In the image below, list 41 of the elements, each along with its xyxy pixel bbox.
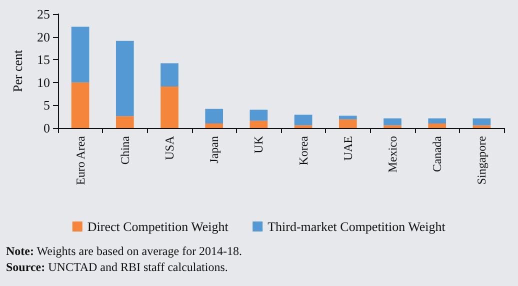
bar <box>250 120 268 128</box>
x-tick-label: Mexico <box>386 136 400 173</box>
bar <box>384 125 402 128</box>
bar <box>116 40 134 116</box>
text: Note: Weights are based on average for 2014-18. <box>6 243 242 259</box>
y-tick-label: 25 <box>37 6 50 22</box>
bar <box>294 114 312 126</box>
bar <box>472 125 491 128</box>
bar <box>338 116 357 120</box>
bar <box>428 123 446 128</box>
bar <box>384 118 402 126</box>
bar <box>71 82 90 128</box>
x-tick-label: Korea <box>296 135 310 166</box>
y-tick-label: 5 <box>44 98 50 113</box>
x-tick-label: Euro Area <box>73 135 88 185</box>
x-tick-label: UAE <box>340 136 355 161</box>
bar <box>205 108 224 124</box>
x-tick-label: UK <box>252 136 266 154</box>
y-tick-label: 20 <box>37 29 50 44</box>
bar <box>160 86 178 128</box>
legend-label: Direct Competition Weight <box>87 219 229 234</box>
bar <box>71 26 90 82</box>
x-tick-label: Japan <box>207 136 222 164</box>
source-note: Source: UNCTAD and RBI staff calculations. <box>6 259 229 275</box>
y-axis-title: Per cent <box>10 50 25 92</box>
bar <box>338 119 357 128</box>
y-tick-label: 15 <box>37 52 50 68</box>
y-tick-label: 0 <box>44 120 50 136</box>
bar <box>294 125 312 128</box>
x-tick-label: China <box>118 135 132 165</box>
bar <box>160 63 178 87</box>
x-tick-label: Canada <box>430 135 444 172</box>
bar <box>116 116 134 128</box>
bar <box>472 118 491 126</box>
x-tick-label: Singapore <box>474 136 489 185</box>
bar <box>428 118 446 124</box>
legend-label: Third-market Competition Weight <box>268 219 446 234</box>
y-tick-label: 10 <box>37 74 50 90</box>
x-tick-label: USA <box>162 136 176 160</box>
bar <box>250 110 268 121</box>
bar <box>205 123 224 128</box>
